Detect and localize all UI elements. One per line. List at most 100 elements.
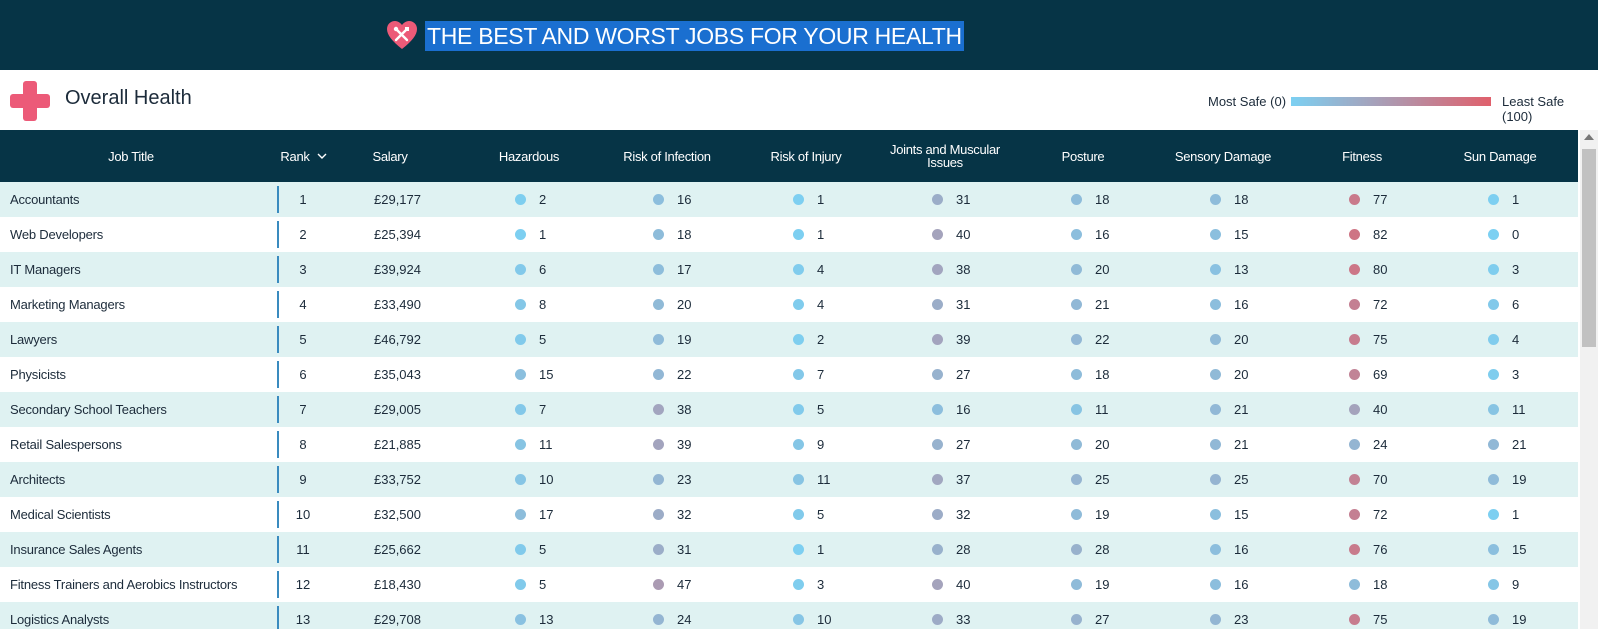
column-header-hazardous[interactable]: Hazardous xyxy=(498,148,560,164)
column-header-fitness[interactable]: Fitness xyxy=(1342,148,1382,164)
table-row[interactable]: Fitness Trainers and Aerobics Instructor… xyxy=(0,567,1578,602)
score-dot-icon xyxy=(653,404,664,415)
score-dot-icon xyxy=(1071,229,1082,240)
hazardous-cell: 15 xyxy=(515,357,595,392)
fitness-value: 72 xyxy=(1373,297,1388,312)
score-dot-icon xyxy=(1210,194,1221,205)
job-title-cell: Insurance Sales Agents xyxy=(10,542,143,557)
score-dot-icon xyxy=(1349,299,1360,310)
table-row[interactable]: Secondary School Teachers 7 £29,005 7 38 5 16 1… xyxy=(0,392,1578,427)
table-row[interactable]: IT Managers 3 £39,924 6 17 4 38 20 13 80 3 xyxy=(0,252,1578,287)
fitness-cell: 72 xyxy=(1349,497,1429,532)
score-dot-icon xyxy=(653,544,664,555)
column-header-sun-damage[interactable]: Sun Damage xyxy=(1463,148,1537,164)
sun-damage-value: 19 xyxy=(1512,612,1527,627)
joints-and-muscular-issues-cell: 27 xyxy=(932,427,1012,462)
risk-of-infection-value: 18 xyxy=(677,227,692,242)
column-header-sensory-damage[interactable]: Sensory Damage xyxy=(1174,148,1272,164)
sun-damage-value: 3 xyxy=(1512,367,1520,382)
score-dot-icon xyxy=(653,614,664,625)
posture-value: 20 xyxy=(1095,262,1110,277)
score-dot-icon xyxy=(1210,334,1221,345)
row-divider xyxy=(277,361,279,388)
row-divider xyxy=(277,256,279,283)
salary-cell: £46,792 xyxy=(374,332,421,347)
risk-of-infection-cell: 31 xyxy=(653,532,733,567)
scroll-up-arrow-icon[interactable] xyxy=(1584,134,1594,140)
table-row[interactable]: Insurance Sales Agents 11 £25,662 5 31 1 28 28 1… xyxy=(0,532,1578,567)
fitness-cell: 75 xyxy=(1349,322,1429,357)
table-scrollbar[interactable] xyxy=(1580,130,1598,629)
score-dot-icon xyxy=(1071,369,1082,380)
score-dot-icon xyxy=(1071,614,1082,625)
column-header-salary[interactable]: Salary xyxy=(372,148,408,164)
row-divider xyxy=(277,501,279,528)
column-header-joints-and-muscular-issues[interactable]: Joints and Muscular Issues xyxy=(890,142,1000,170)
chevron-down-icon xyxy=(317,153,327,159)
table-row[interactable]: Accountants 1 £29,177 2 16 1 31 18 18 77 1 xyxy=(0,182,1578,217)
column-header-risk-of-injury[interactable]: Risk of Injury xyxy=(770,148,842,164)
hazardous-value: 5 xyxy=(539,332,547,347)
job-title-cell: Accountants xyxy=(10,192,80,207)
score-dot-icon xyxy=(932,404,943,415)
score-dot-icon xyxy=(932,474,943,485)
score-dot-icon xyxy=(1071,264,1082,275)
joints-and-muscular-issues-value: 32 xyxy=(956,507,971,522)
risk-of-injury-cell: 5 xyxy=(793,392,873,427)
risk-of-injury-value: 2 xyxy=(817,332,825,347)
hazardous-value: 6 xyxy=(539,262,547,277)
posture-cell: 18 xyxy=(1071,357,1151,392)
score-dot-icon xyxy=(515,369,526,380)
score-dot-icon xyxy=(653,509,664,520)
rank-cell: 8 xyxy=(299,437,307,452)
score-dot-icon xyxy=(793,194,804,205)
table-row[interactable]: Architects 9 £33,752 10 23 11 37 25 25 70 19 xyxy=(0,462,1578,497)
table-row[interactable]: Retail Salespersons 8 £21,885 11 39 9 27 20 21 24… xyxy=(0,427,1578,462)
job-title-cell: Web Developers xyxy=(10,227,104,242)
column-header-rank[interactable]: Rank xyxy=(278,130,330,182)
score-dot-icon xyxy=(932,579,943,590)
rank-cell: 7 xyxy=(299,402,307,417)
risk-of-infection-cell: 20 xyxy=(653,287,733,322)
score-dot-icon xyxy=(1210,404,1221,415)
table-row[interactable]: Physicists 6 £35,043 15 22 7 27 18 20 69 3 xyxy=(0,357,1578,392)
posture-cell: 22 xyxy=(1071,322,1151,357)
table-row[interactable]: Marketing Managers 4 £33,490 8 20 4 31 21 16 72 6 xyxy=(0,287,1578,322)
section-title: Overall Health xyxy=(65,87,192,109)
scrollbar-thumb[interactable] xyxy=(1582,149,1596,347)
column-header-job-title[interactable]: Job Title xyxy=(108,148,154,164)
score-dot-icon xyxy=(1210,614,1221,625)
table-row[interactable]: Lawyers 5 £46,792 5 19 2 39 22 20 75 4 xyxy=(0,322,1578,357)
joints-and-muscular-issues-cell: 38 xyxy=(932,252,1012,287)
posture-value: 21 xyxy=(1095,297,1110,312)
job-title-cell: Architects xyxy=(10,472,66,487)
risk-of-infection-value: 23 xyxy=(677,472,692,487)
fitness-cell: 24 xyxy=(1349,427,1429,462)
risk-of-infection-cell: 17 xyxy=(653,252,733,287)
score-dot-icon xyxy=(1210,509,1221,520)
row-divider xyxy=(277,396,279,423)
table-row[interactable]: Medical Scientists 10 £32,500 17 32 5 32 19 15 72… xyxy=(0,497,1578,532)
risk-of-injury-value: 1 xyxy=(817,227,825,242)
table-row[interactable]: Logistics Analysts 13 £29,708 13 24 10 33 27 23 7… xyxy=(0,602,1578,629)
sun-damage-cell: 15 xyxy=(1488,532,1568,567)
hazardous-cell: 13 xyxy=(515,602,595,629)
risk-of-infection-value: 19 xyxy=(677,332,692,347)
hazardous-cell: 5 xyxy=(515,567,595,602)
table-row[interactable]: Web Developers 2 £25,394 1 18 1 40 16 15 82 0 xyxy=(0,217,1578,252)
column-header-posture[interactable]: Posture xyxy=(1061,148,1105,164)
hazardous-value: 10 xyxy=(539,472,554,487)
column-header-risk-of-infection[interactable]: Risk of Infection xyxy=(623,148,711,164)
sun-damage-value: 11 xyxy=(1512,402,1526,417)
joints-and-muscular-issues-cell: 27 xyxy=(932,357,1012,392)
risk-of-injury-value: 10 xyxy=(817,612,832,627)
risk-of-injury-value: 9 xyxy=(817,437,825,452)
score-dot-icon xyxy=(1071,474,1082,485)
fitness-cell: 76 xyxy=(1349,532,1429,567)
risk-of-infection-value: 20 xyxy=(677,297,692,312)
salary-cell: £33,490 xyxy=(374,297,421,312)
score-dot-icon xyxy=(1349,544,1360,555)
fitness-cell: 80 xyxy=(1349,252,1429,287)
score-dot-icon xyxy=(793,439,804,450)
joints-and-muscular-issues-value: 33 xyxy=(956,612,971,627)
